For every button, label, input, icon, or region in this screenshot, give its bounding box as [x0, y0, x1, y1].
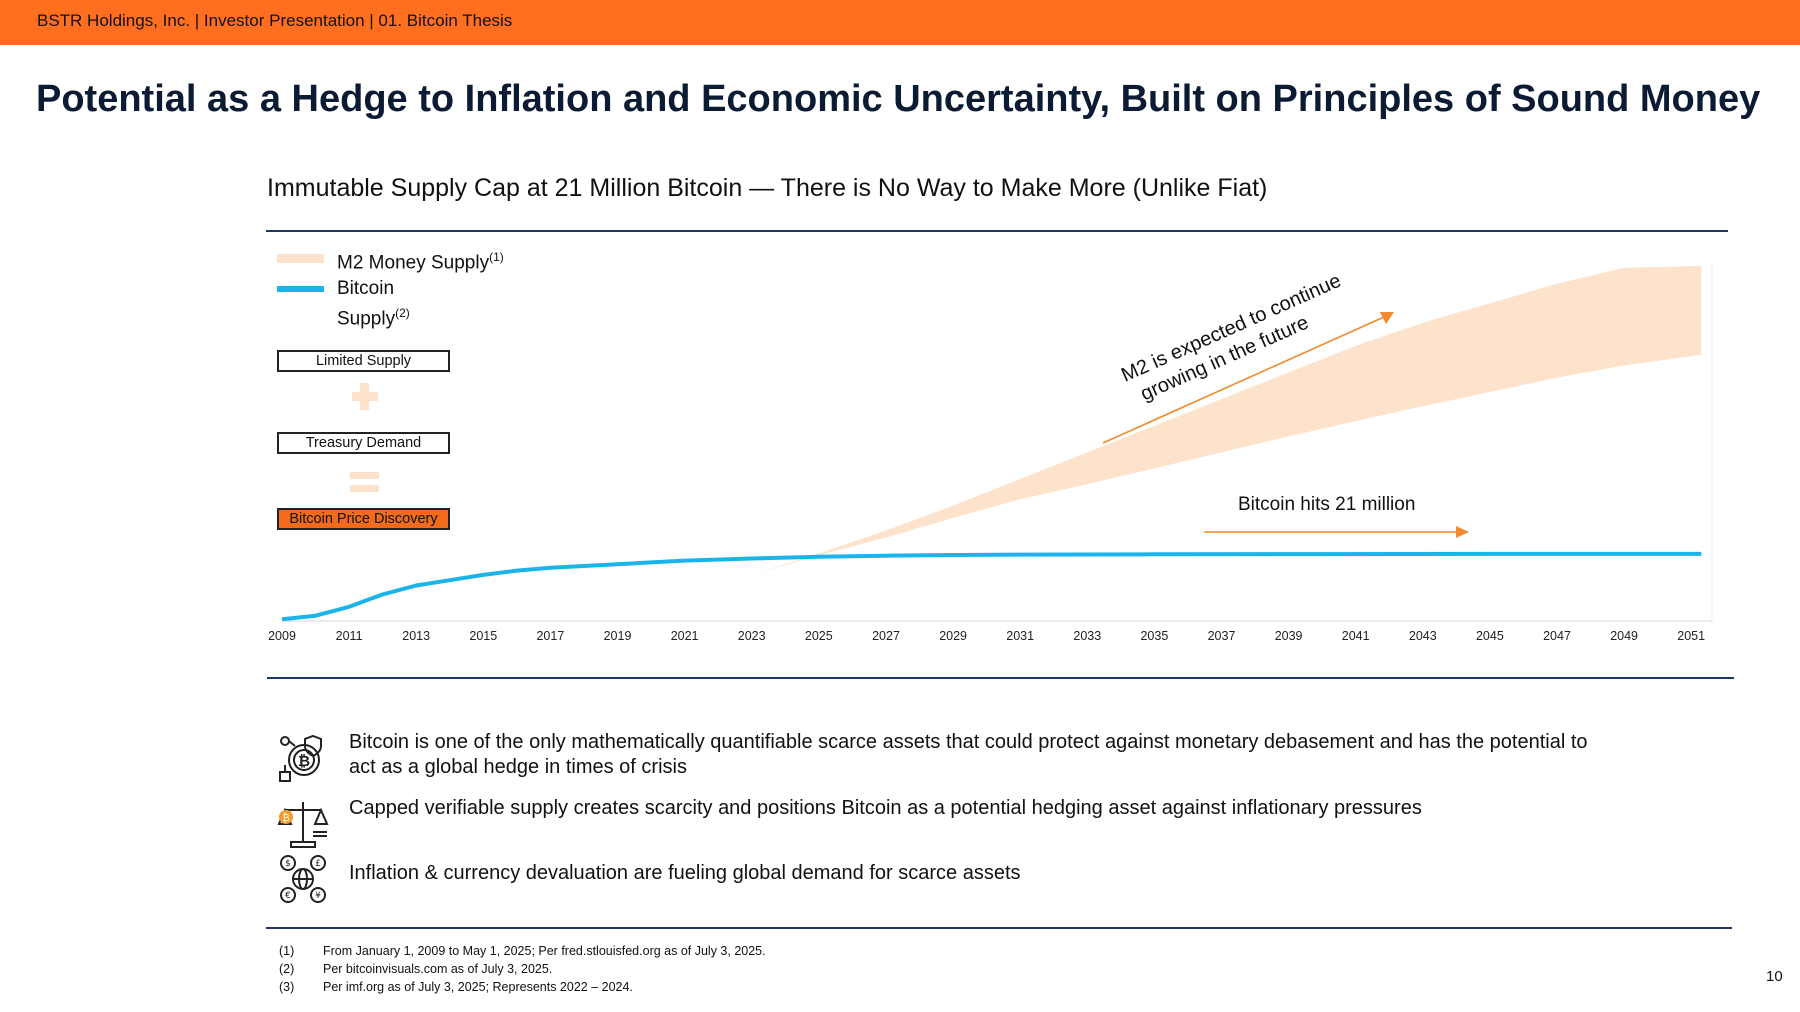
x-tick-label: 2027 [872, 629, 900, 643]
x-tick-label: 2051 [1677, 629, 1705, 643]
limited-supply-box: Limited Supply [277, 350, 450, 372]
x-tick-label: 2019 [604, 629, 632, 643]
x-tick-label: 2049 [1610, 629, 1638, 643]
m2-growth-arrow [1102, 316, 1385, 444]
page-title: Potential as a Hedge to Inflation and Ec… [36, 78, 1761, 120]
x-tick-label: 2047 [1543, 629, 1571, 643]
footnote-2-num: (2) [279, 962, 295, 976]
legend-btc-swatch [277, 286, 324, 292]
bitcoin-supply-line [281, 551, 1702, 622]
footnote-1-text: From January 1, 2009 to May 1, 2025; Per… [323, 944, 766, 958]
x-tick-label: 2045 [1476, 629, 1504, 643]
x-tick-label: 2009 [268, 629, 296, 643]
x-tick-label: 2033 [1073, 629, 1101, 643]
x-tick-label: 2037 [1208, 629, 1236, 643]
x-tick-label: 2021 [671, 629, 699, 643]
footnote-3-num: (3) [279, 980, 295, 994]
supply-chart: 2009 2011 2013 2015 2017 2019 2021 2023 2025 2027… [268, 254, 1713, 643]
legend-m2-label: M2 Money Supply(1) [337, 245, 504, 275]
legend-btc-text-2: Supply [337, 308, 396, 330]
legend-m2-swatch [277, 254, 324, 263]
bullet-3: Inflation & currency devaluation are fue… [349, 862, 1021, 884]
x-tick-label: 2017 [536, 629, 564, 643]
header-text: BSTR Holdings, Inc. | Investor Presentat… [37, 11, 513, 30]
svg-text:₿: ₿ [298, 752, 310, 770]
svg-text:£: £ [315, 859, 321, 869]
bitcoin-shield-icon: ₿ [279, 734, 322, 782]
x-tick-label: 2031 [1006, 629, 1034, 643]
x-tick-label: 2011 [336, 629, 363, 643]
x-tick-label: 2039 [1275, 629, 1303, 643]
equals-icon [350, 472, 379, 492]
x-tick-label: 2025 [805, 629, 833, 643]
svg-text:$: $ [285, 859, 291, 869]
btc-cap-annotation: Bitcoin hits 21 million [1238, 494, 1415, 515]
legend-m2-text: M2 Money Supply [337, 252, 490, 274]
legend-btc-label: Bitcoin Supply(2) [337, 277, 410, 331]
treasury-demand-box: Treasury Demand [277, 432, 450, 454]
footnote-1-num: (1) [279, 944, 295, 958]
legend-m2-footnote: (1) [489, 250, 504, 264]
svg-text:₿: ₿ [282, 812, 289, 824]
legend-btc-text-1: Bitcoin [337, 278, 395, 299]
header-bar: BSTR Holdings, Inc. | Investor Presentat… [0, 0, 1800, 45]
scale-icon: ₿ [277, 802, 329, 848]
footnote-2-text: Per bitcoinvisuals.com as of July 3, 202… [323, 962, 553, 976]
page-number: 10 [1766, 968, 1783, 985]
x-tick-label: 2035 [1140, 629, 1168, 643]
svg-text:¥: ¥ [315, 891, 321, 901]
btc-cap-arrowhead [1456, 526, 1469, 538]
x-tick-label: 2029 [939, 629, 967, 643]
x-tick-label: 2023 [738, 629, 766, 643]
divider-middle [267, 677, 1734, 679]
price-discovery-box: Bitcoin Price Discovery [277, 508, 450, 530]
chart-heading: Immutable Supply Cap at 21 Million Bitco… [267, 174, 1268, 202]
currency-globe-icon: $ £ € ¥ [280, 855, 326, 903]
divider-bottom [266, 927, 1732, 929]
bullet-2: Capped verifiable supply creates scarcit… [349, 797, 1422, 819]
m2-growth-arrowhead [1380, 312, 1394, 324]
footnote-3-text: Per imf.org as of July 3, 2025; Represen… [323, 980, 633, 994]
svg-text:€: € [285, 891, 291, 901]
plus-icon [352, 383, 378, 410]
bullet-1: Bitcoin is one of the only mathematicall… [349, 731, 1588, 778]
x-tick-label: 2043 [1409, 629, 1437, 643]
x-tick-label: 2013 [402, 629, 430, 643]
divider-top [266, 230, 1728, 232]
x-tick-label: 2041 [1342, 629, 1370, 643]
x-tick-label: 2015 [469, 629, 497, 643]
m2-supply-band [282, 266, 1702, 620]
legend-btc-footnote: (2) [395, 306, 410, 320]
